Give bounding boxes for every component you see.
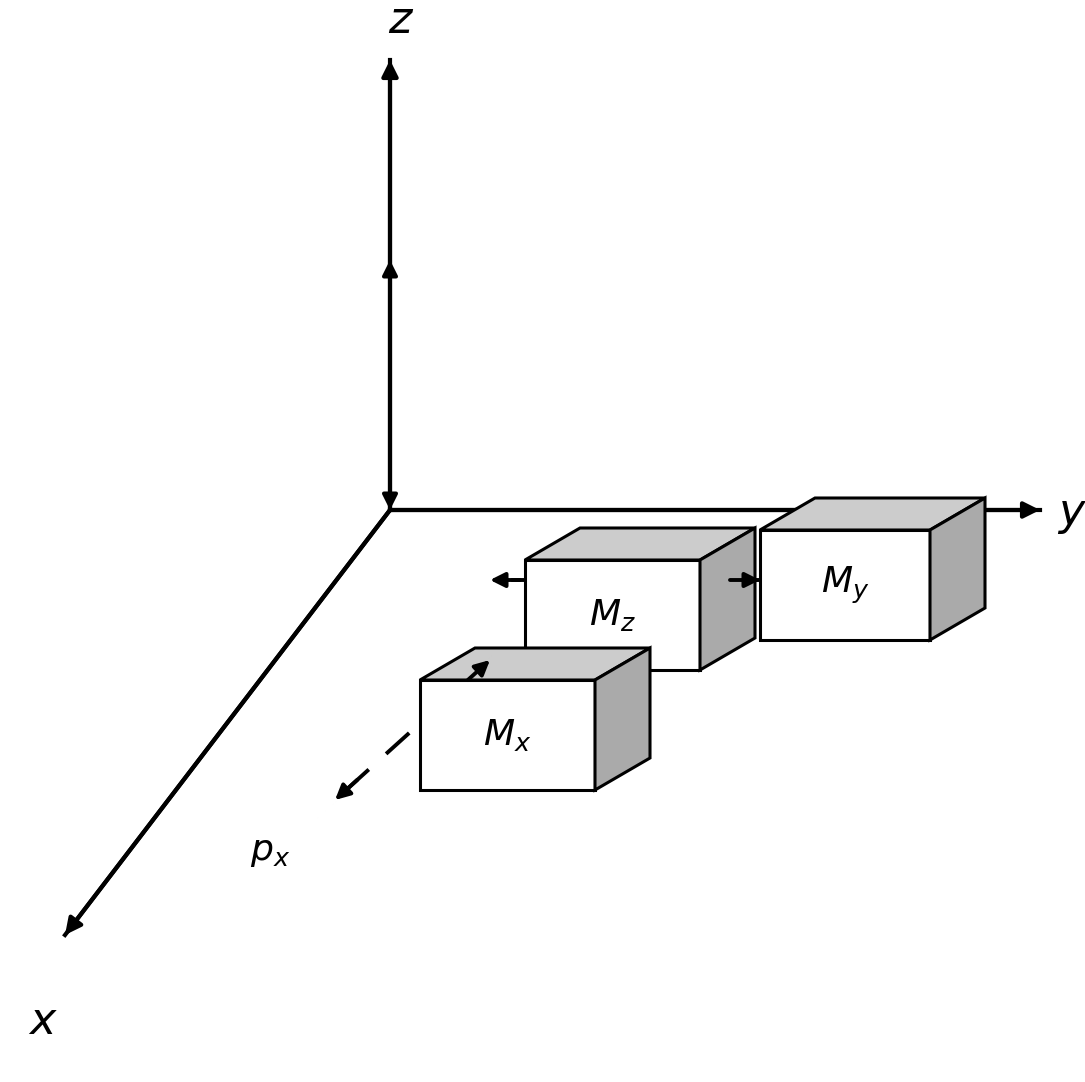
Polygon shape xyxy=(930,498,985,639)
Polygon shape xyxy=(595,648,650,790)
Polygon shape xyxy=(525,528,755,560)
Text: $p_x$: $p_x$ xyxy=(250,835,290,869)
Text: $p_y$: $p_y$ xyxy=(600,615,640,650)
Polygon shape xyxy=(760,530,930,639)
Text: z: z xyxy=(388,0,411,42)
Text: x: x xyxy=(29,1000,55,1043)
Text: $M_y$: $M_y$ xyxy=(820,565,869,606)
Polygon shape xyxy=(525,560,700,670)
Polygon shape xyxy=(420,648,650,679)
Text: $M_x$: $M_x$ xyxy=(483,717,532,753)
Polygon shape xyxy=(420,679,595,790)
Text: $M_z$: $M_z$ xyxy=(589,597,636,633)
Polygon shape xyxy=(760,498,985,530)
Polygon shape xyxy=(700,528,755,670)
Text: y: y xyxy=(1058,490,1084,533)
